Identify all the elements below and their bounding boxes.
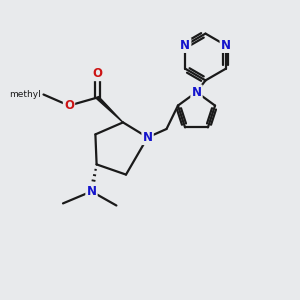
Text: O: O xyxy=(64,99,74,112)
Text: N: N xyxy=(180,39,190,52)
Text: N: N xyxy=(86,185,97,198)
Text: methyl: methyl xyxy=(9,90,41,99)
Polygon shape xyxy=(97,96,123,122)
Text: N: N xyxy=(142,131,153,144)
Text: O: O xyxy=(92,67,103,80)
Text: N: N xyxy=(191,85,202,99)
Text: N: N xyxy=(221,39,231,52)
